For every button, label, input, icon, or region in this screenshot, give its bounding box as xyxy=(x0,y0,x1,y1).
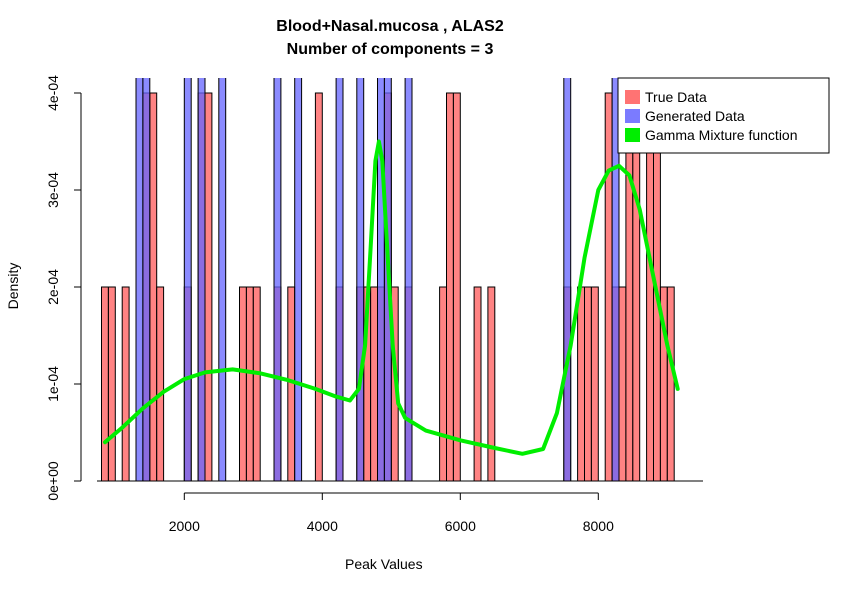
true-data-bar-34 xyxy=(618,286,627,482)
generated-data-bar-13 xyxy=(611,78,620,482)
true-data-bar-32 xyxy=(604,92,613,482)
y-tick-label-4: 4e-04 xyxy=(45,75,61,111)
true-data-bar-2 xyxy=(121,286,130,482)
x-axis-title: Peak Values xyxy=(345,556,423,572)
legend-label-1: Generated Data xyxy=(645,108,745,124)
generated-data-bar-6 xyxy=(294,78,303,482)
legend: True Data Generated Data Gamma Mixture fun… xyxy=(617,77,830,154)
generated-data-bar-8 xyxy=(356,78,365,482)
true-data-bar-31 xyxy=(590,286,599,482)
gamma-mixture-curve xyxy=(103,139,680,456)
generated-data-bar-4 xyxy=(218,78,227,482)
true-data-bar-29 xyxy=(577,286,585,482)
legend-swatch-1 xyxy=(625,109,640,123)
chart-title: Blood+Nasal.mucosa , ALAS2 xyxy=(276,18,504,35)
true-data-bar-5 xyxy=(156,286,165,482)
x-tick-label-3: 8000 xyxy=(583,518,614,534)
gamma-mixture-curve-layer xyxy=(103,139,680,456)
true-data-bar-40 xyxy=(666,286,675,482)
x-tick-label-2: 6000 xyxy=(445,518,476,534)
true-data-bar-1 xyxy=(107,286,116,482)
chart-subtitle: Number of components = 3 xyxy=(286,41,494,58)
true-data-bar-4 xyxy=(149,92,158,482)
x-tick-label-1: 4000 xyxy=(307,518,338,534)
true-data-bar-30 xyxy=(584,286,592,482)
y-tick-label-1: 1e-04 xyxy=(45,366,61,402)
y-tick-label-0: 0e+00 xyxy=(45,461,61,501)
true-data-bar-25 xyxy=(452,92,461,482)
legend-label-2: Gamma Mixture function xyxy=(645,127,798,143)
legend-swatch-2 xyxy=(625,128,640,142)
y-tick-label-2: 2e-04 xyxy=(45,269,61,305)
true-data-bar-26 xyxy=(473,286,482,482)
true-data-bar-23 xyxy=(439,286,448,482)
generated-data-bar-5 xyxy=(273,78,282,482)
generated-data-bar-11 xyxy=(404,78,413,482)
y-axis-title: Density xyxy=(5,262,21,310)
axes: 2000 4000 6000 8000 0e+00 1e-04 2e-04 3e-04 4e-0… xyxy=(45,75,703,534)
true-data-bar-18 xyxy=(370,286,379,482)
true-data-bar-14 xyxy=(314,92,323,482)
true-data-bar-24 xyxy=(446,92,454,482)
legend-label-0: True Data xyxy=(645,89,707,105)
legend-box xyxy=(617,77,830,154)
true-data-bar-10 xyxy=(245,286,254,482)
generated-data-bar-12 xyxy=(563,78,572,482)
true-data-bar-0 xyxy=(101,286,109,482)
true-data-bar-11 xyxy=(252,286,261,482)
generated-data-bar-7 xyxy=(335,78,344,482)
generated-data-bar-9 xyxy=(377,78,385,482)
true-data-bar-27 xyxy=(487,286,496,482)
legend-swatch-0 xyxy=(625,90,640,104)
y-tick-label-3: 3e-04 xyxy=(45,172,61,208)
true-data-bar-9 xyxy=(239,286,247,482)
true-data-bar-8 xyxy=(204,92,213,482)
generated-data-bar-3 xyxy=(197,78,206,482)
x-tick-label-0: 2000 xyxy=(169,518,200,534)
generated-data-bar-2 xyxy=(183,78,192,482)
